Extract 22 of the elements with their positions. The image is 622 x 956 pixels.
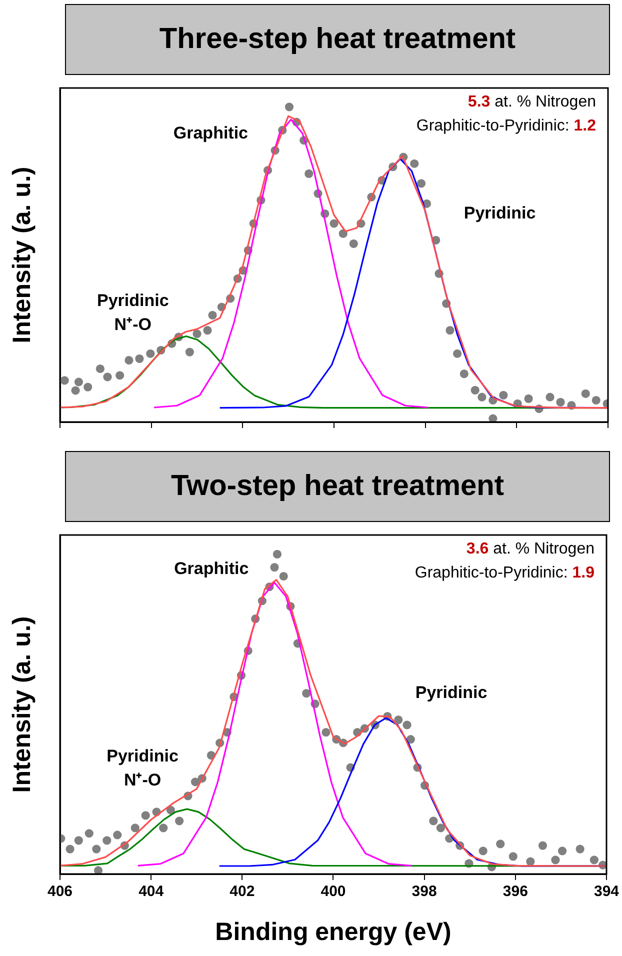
x-tick-label: 402: [230, 883, 255, 900]
x-tick-label: 406: [47, 883, 73, 900]
y-axis-title: Intensity (a. u.): [8, 616, 36, 793]
annotation: 3.6 at. % Nitrogen: [466, 540, 594, 558]
x-tick-label: 396: [502, 883, 528, 900]
annotation: Graphitic: [174, 558, 249, 578]
chart-title: Two-step heat treatment: [65, 451, 610, 522]
annotation: Graphitic: [173, 123, 248, 142]
chart-title: Three-step heat treatment: [65, 4, 610, 75]
annotation: Pyridinic N⁺-O: [96, 291, 169, 334]
annotation: Pyridinic N⁺-O: [106, 746, 178, 790]
x-axis-title: Binding energy (eV): [215, 918, 452, 946]
x-tick-label: 404: [138, 883, 164, 900]
x-tick-label: 398: [412, 883, 437, 900]
annotation: Pyridinic: [464, 204, 536, 223]
annotation: 5.3 at. % Nitrogen: [468, 93, 596, 110]
annotation: Graphitic-to-Pyridinic: 1.2: [416, 117, 596, 134]
y-axis-title: Intensity (a. u.): [8, 166, 36, 344]
x-tick-label: 400: [320, 883, 346, 900]
annotation: Graphitic-to-Pyridinic: 1.9: [414, 564, 595, 582]
x-tick-label: 394: [594, 883, 620, 900]
annotation: Pyridinic: [415, 683, 488, 702]
